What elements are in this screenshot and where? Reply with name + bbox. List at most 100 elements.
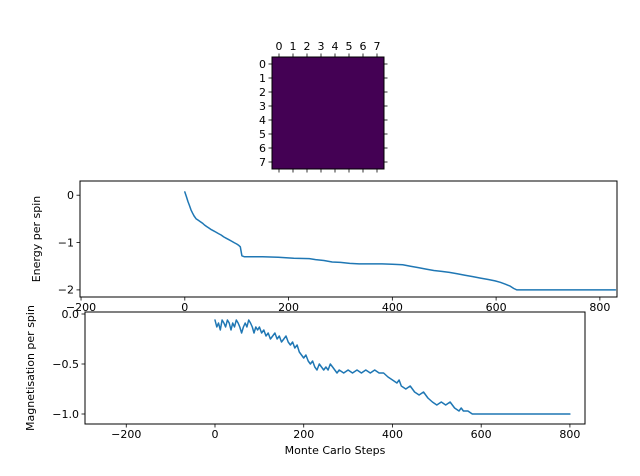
heatmap-cell bbox=[314, 85, 328, 99]
energy-axes-border bbox=[79, 180, 618, 298]
magnetisation-x-tick-label: 600 bbox=[471, 428, 492, 441]
magnetisation-y-tick-label: −0.5 bbox=[52, 358, 79, 371]
heatmap-cell bbox=[356, 71, 370, 85]
heatmap-cell bbox=[300, 99, 314, 113]
heatmap-y-tick-label: 0 bbox=[259, 58, 266, 71]
heatmap-cell bbox=[370, 141, 384, 155]
energy-line bbox=[184, 191, 617, 291]
heatmap-cell bbox=[370, 85, 384, 99]
heatmap-x-tick-label: 6 bbox=[360, 40, 367, 53]
heatmap-cell bbox=[328, 85, 342, 99]
heatmap-y-tick-label: 2 bbox=[259, 86, 266, 99]
heatmap-cell bbox=[370, 71, 384, 85]
heatmap-x-tick-label: 4 bbox=[332, 40, 339, 53]
energy-x-tick-label: 0 bbox=[181, 301, 188, 314]
heatmap-cell bbox=[328, 155, 342, 169]
heatmap-cell bbox=[300, 57, 314, 71]
heatmap-cell bbox=[370, 155, 384, 169]
energy-x-tick-label: 800 bbox=[589, 301, 610, 314]
heatmap-cell bbox=[286, 71, 300, 85]
magnetisation-axis-ylabel: Magnetisation per spin bbox=[24, 305, 37, 431]
heatmap-cell bbox=[300, 155, 314, 169]
heatmap-cell bbox=[286, 57, 300, 71]
magnetisation-x-tick-label: 0 bbox=[211, 428, 218, 441]
heatmap-y-tick-label: 6 bbox=[259, 142, 266, 155]
heatmap-cell bbox=[356, 113, 370, 127]
heatmap-cell bbox=[342, 99, 356, 113]
heatmap-cell bbox=[356, 155, 370, 169]
heatmap-cell bbox=[272, 85, 286, 99]
heatmap-cell bbox=[272, 141, 286, 155]
heatmap-x-tick-label: 1 bbox=[290, 40, 297, 53]
energy-y-tick-label: −1 bbox=[58, 236, 74, 249]
heatmap-y-tick-label: 1 bbox=[259, 72, 266, 85]
energy-x-tick-label: 600 bbox=[486, 301, 507, 314]
heatmap-cell bbox=[356, 57, 370, 71]
magnetisation-x-tick-label: 400 bbox=[382, 428, 403, 441]
heatmap-cell bbox=[370, 113, 384, 127]
heatmap-cell bbox=[342, 127, 356, 141]
heatmap-cell bbox=[328, 141, 342, 155]
heatmap-cell bbox=[286, 155, 300, 169]
heatmap-cell bbox=[272, 57, 286, 71]
heatmap-cell bbox=[300, 113, 314, 127]
heatmap-cell bbox=[286, 141, 300, 155]
heatmap-cell bbox=[286, 113, 300, 127]
heatmap-cell bbox=[328, 57, 342, 71]
heatmap-cell bbox=[356, 141, 370, 155]
heatmap-cell bbox=[272, 127, 286, 141]
heatmap-cell bbox=[328, 99, 342, 113]
heatmap-cell bbox=[314, 99, 328, 113]
heatmap-cell bbox=[370, 57, 384, 71]
magnetisation-x-tick-label: 800 bbox=[559, 428, 580, 441]
heatmap-cell bbox=[356, 85, 370, 99]
heatmap-y-tick-label: 5 bbox=[259, 128, 266, 141]
heatmap-cell bbox=[272, 155, 286, 169]
heatmap-cell bbox=[342, 113, 356, 127]
energy-x-tick-label: 400 bbox=[382, 301, 403, 314]
heatmap-y-tick-label: 3 bbox=[259, 100, 266, 113]
magnetisation-axes: −200 0 200 400 600 800 0.0 −0.5 −1.0 bbox=[52, 308, 586, 441]
heatmap-cell bbox=[342, 57, 356, 71]
heatmap-x-tick-label: 5 bbox=[346, 40, 353, 53]
energy-y-tick-label: 0 bbox=[67, 189, 74, 202]
energy-y-tick-label: −2 bbox=[58, 284, 74, 297]
heatmap-cell bbox=[328, 113, 342, 127]
energy-axes: −200 0 200 400 600 800 0 −1 −2 bbox=[58, 180, 618, 314]
heatmap-y-tick-label: 7 bbox=[259, 156, 266, 169]
magnetisation-axes-border bbox=[84, 311, 586, 425]
heatmap-x-tick-label: 0 bbox=[276, 40, 283, 53]
heatmap-x-tick-label: 2 bbox=[304, 40, 311, 53]
heatmap-x-tick-label: 7 bbox=[374, 40, 381, 53]
heatmap-cell bbox=[300, 85, 314, 99]
heatmap-cell bbox=[356, 99, 370, 113]
heatmap-cell bbox=[314, 57, 328, 71]
heatmap-cell bbox=[272, 99, 286, 113]
heatmap-cell bbox=[342, 155, 356, 169]
heatmap-cell bbox=[300, 141, 314, 155]
heatmap-cell bbox=[286, 85, 300, 99]
x-axis-label: Monte Carlo Steps bbox=[284, 444, 386, 457]
heatmap-cell bbox=[342, 141, 356, 155]
heatmap-cell bbox=[314, 155, 328, 169]
heatmap-cell bbox=[370, 99, 384, 113]
heatmap-cell bbox=[342, 71, 356, 85]
heatmap-cell bbox=[314, 127, 328, 141]
energy-x-tick-label: −200 bbox=[66, 301, 96, 314]
heatmap-cell bbox=[328, 127, 342, 141]
magnetisation-y-tick-label: 0.0 bbox=[62, 308, 80, 321]
heatmap-cell bbox=[356, 127, 370, 141]
heatmap-cell bbox=[300, 127, 314, 141]
heatmap-cell bbox=[300, 71, 314, 85]
heatmap-cell bbox=[286, 127, 300, 141]
heatmap-cell bbox=[314, 113, 328, 127]
heatmap-x-tick-label: 3 bbox=[318, 40, 325, 53]
heatmap-border bbox=[271, 56, 385, 170]
magnetisation-x-tick-label: −200 bbox=[111, 428, 141, 441]
heatmap-cell bbox=[328, 71, 342, 85]
heatmap-cell bbox=[272, 113, 286, 127]
magnetisation-line bbox=[214, 319, 571, 415]
